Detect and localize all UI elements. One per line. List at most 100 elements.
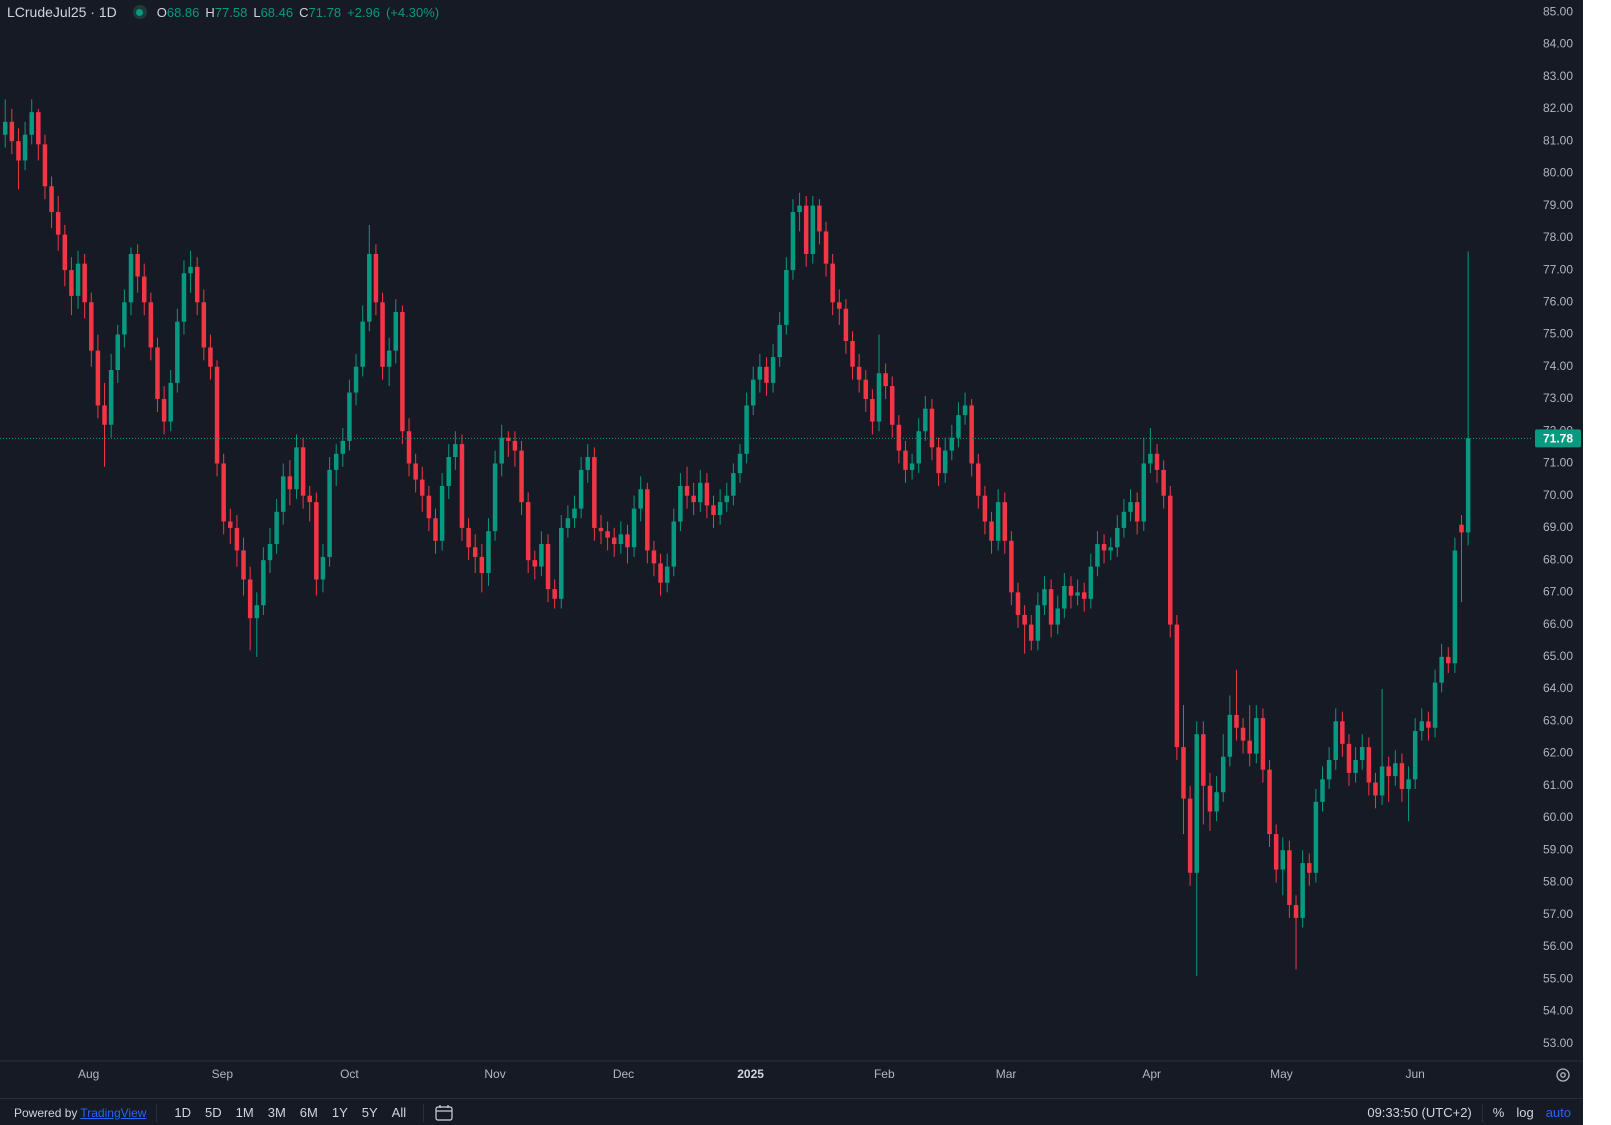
candle-body: [1141, 463, 1147, 522]
candle-body: [1108, 547, 1113, 551]
candle-body: [1168, 495, 1173, 625]
candle-body: [188, 266, 193, 274]
y-tick-label: 76.00: [1543, 294, 1573, 308]
x-tick-label: Dec: [613, 1067, 634, 1081]
candle-body: [916, 431, 921, 464]
range-button[interactable]: 6M: [299, 1105, 318, 1120]
candle-body: [843, 308, 849, 341]
x-tick-label: 2025: [737, 1067, 764, 1081]
x-tick-label: Apr: [1142, 1067, 1161, 1081]
candle-body: [406, 431, 412, 464]
range-button[interactable]: 1Y: [331, 1105, 348, 1120]
candle-body: [453, 444, 458, 458]
y-tick-label: 84.00: [1543, 37, 1573, 51]
candle-body: [850, 340, 855, 367]
range-button[interactable]: 5D: [205, 1105, 222, 1120]
y-tick-label: 69.00: [1543, 520, 1573, 534]
candle-body: [102, 405, 107, 425]
candle-body: [1353, 759, 1358, 773]
y-tick-label: 77.00: [1543, 262, 1573, 276]
candle-body: [69, 270, 74, 296]
candle-body: [1406, 779, 1411, 789]
candle-body: [949, 437, 955, 451]
candle-body: [750, 379, 756, 406]
powered-by: Powered by: [14, 1105, 78, 1120]
candle-body: [803, 205, 809, 254]
candle-body: [333, 453, 339, 470]
candle-body: [559, 527, 564, 599]
candle-body: [837, 302, 842, 309]
candle-body: [1042, 589, 1047, 606]
y-tick-label: 66.00: [1543, 617, 1573, 631]
candle-body: [1393, 763, 1398, 777]
candle-body: [1227, 714, 1233, 757]
y-tick-label: 70.00: [1543, 488, 1573, 502]
range-button[interactable]: All: [391, 1105, 407, 1120]
candle-body: [314, 502, 319, 580]
candle-body: [1459, 524, 1464, 533]
candle-body: [1134, 502, 1140, 522]
candle-body: [631, 508, 637, 548]
candle-body: [976, 463, 981, 496]
candle-body: [969, 405, 974, 464]
candle-body: [62, 234, 68, 271]
candle-body: [201, 302, 207, 348]
candle-body: [247, 579, 253, 619]
y-tick-label: 73.00: [1543, 391, 1573, 405]
candle-body: [684, 486, 690, 496]
candle-body: [923, 408, 928, 432]
clock[interactable]: 09:33:50 (UTC+2): [1367, 1105, 1472, 1120]
candle-body: [1214, 792, 1219, 812]
range-buttons: 1D 5D 1M 3M 6M 1Y 5Y All: [167, 1105, 413, 1120]
candle-body: [592, 457, 597, 528]
candle-body: [55, 212, 61, 235]
candle-body: [876, 373, 882, 422]
candle-body: [1240, 727, 1246, 741]
separator: [423, 1103, 425, 1122]
candle-body: [578, 469, 584, 509]
candle-body: [1267, 769, 1272, 835]
candle-body: [1399, 763, 1405, 789]
log-toggle[interactable]: log: [1516, 1105, 1534, 1120]
candle-body: [194, 266, 200, 303]
candle-body: [1062, 585, 1067, 609]
candle-body: [995, 502, 1001, 541]
candle-body: [638, 489, 643, 509]
auto-toggle[interactable]: auto: [1545, 1105, 1571, 1120]
candle-body: [446, 457, 451, 487]
candle-body: [1048, 589, 1054, 625]
candle-body: [605, 531, 610, 538]
candle-body: [347, 392, 352, 441]
candle-body: [539, 544, 544, 567]
range-button[interactable]: 3M: [267, 1105, 286, 1120]
candle-body: [651, 550, 657, 564]
candle-body: [863, 379, 869, 400]
range-button[interactable]: 1D: [174, 1105, 192, 1120]
candle-body: [942, 450, 948, 474]
candle-body: [764, 366, 769, 383]
candle-body: [1273, 834, 1279, 870]
candle-body: [744, 405, 749, 454]
candle-body: [261, 560, 266, 606]
settings-icon[interactable]: [1556, 1068, 1570, 1082]
symbol[interactable]: LCrudeJul25 · 1D: [7, 4, 117, 20]
candle-body: [393, 311, 399, 351]
range-button[interactable]: 1M: [235, 1105, 254, 1120]
candle-body: [1201, 734, 1206, 786]
candle-body: [1015, 592, 1021, 615]
candle-body: [42, 144, 48, 187]
y-tick-label: 82.00: [1543, 101, 1573, 115]
candle-body: [36, 112, 41, 145]
candle-body: [711, 505, 716, 516]
percent-toggle[interactable]: %: [1492, 1105, 1505, 1120]
range-button[interactable]: 5Y: [361, 1105, 378, 1120]
candle-body: [1068, 585, 1074, 596]
candle-body: [420, 479, 425, 496]
candle-body: [1366, 747, 1372, 783]
candle-body: [1320, 779, 1325, 802]
goto-date-icon[interactable]: [434, 1104, 454, 1122]
brand-link[interactable]: TradingView: [80, 1105, 147, 1120]
y-tick-label: 62.00: [1543, 746, 1573, 760]
x-tick-label: May: [1270, 1067, 1293, 1081]
